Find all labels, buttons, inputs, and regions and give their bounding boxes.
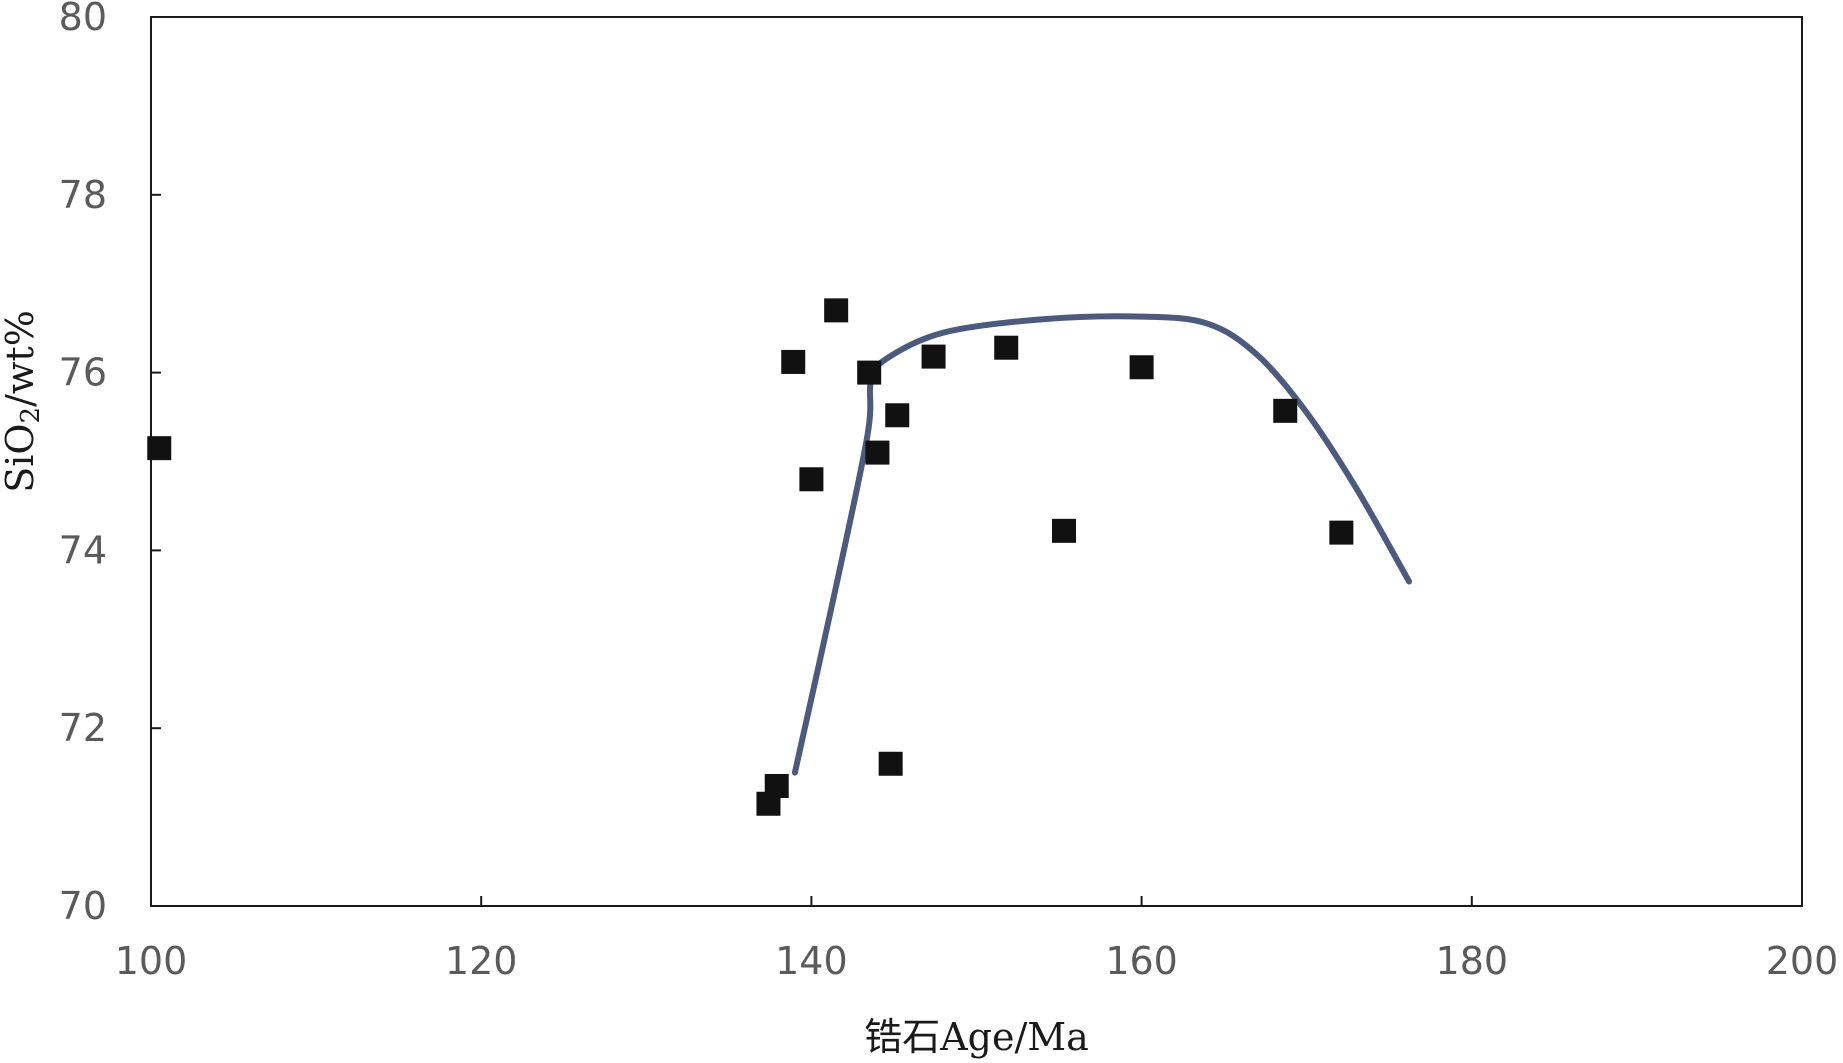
scatter-point (1052, 518, 1077, 543)
plot-frame (150, 16, 1803, 907)
scatter-point (1129, 355, 1154, 380)
y-tick-label: 74 (59, 528, 107, 572)
scatter-point (994, 335, 1019, 360)
plot-frame-group (150, 16, 1803, 907)
y-tick-label: 72 (59, 706, 107, 750)
y-axis-title-subscript: 2 (16, 407, 46, 424)
scatter-point (147, 436, 172, 461)
x-tick-label: 180 (1436, 939, 1509, 983)
scatter-point (865, 440, 890, 465)
scatter-point (878, 751, 903, 776)
x-tick-label: 120 (445, 939, 518, 983)
scatter-point (1273, 398, 1298, 423)
x-axis-title: 锆石Age/Ma (864, 1015, 1089, 1059)
scatter-point (885, 403, 910, 428)
series-layer (147, 298, 1413, 816)
x-tick-label: 200 (1766, 939, 1839, 983)
x-tick-label: 140 (775, 939, 848, 983)
y-axis: 70 72 74 76 78 80 (59, 0, 161, 928)
x-axis: 100 120 140 160 180 200 (115, 896, 1839, 983)
y-tick-label: 80 (59, 0, 107, 39)
scatter-point (799, 467, 824, 492)
y-tick-label: 76 (59, 351, 107, 395)
y-tick-label: 78 (59, 173, 107, 217)
scatter-point (781, 349, 806, 374)
y-axis-title-prefix: SiO (0, 423, 42, 492)
scatter-point (921, 344, 946, 369)
y-axis-title-suffix: /wt% (0, 310, 42, 407)
y-tick-label: 70 (59, 884, 107, 928)
scatter-point (857, 360, 882, 385)
trend-line (791, 313, 1413, 776)
scatter-point (824, 298, 849, 323)
y-axis-title: SiO2/wt% (0, 310, 46, 493)
scatter-point (1329, 520, 1354, 545)
scatter-point (764, 773, 789, 798)
x-tick-label: 100 (115, 939, 188, 983)
x-tick-label: 160 (1105, 939, 1178, 983)
